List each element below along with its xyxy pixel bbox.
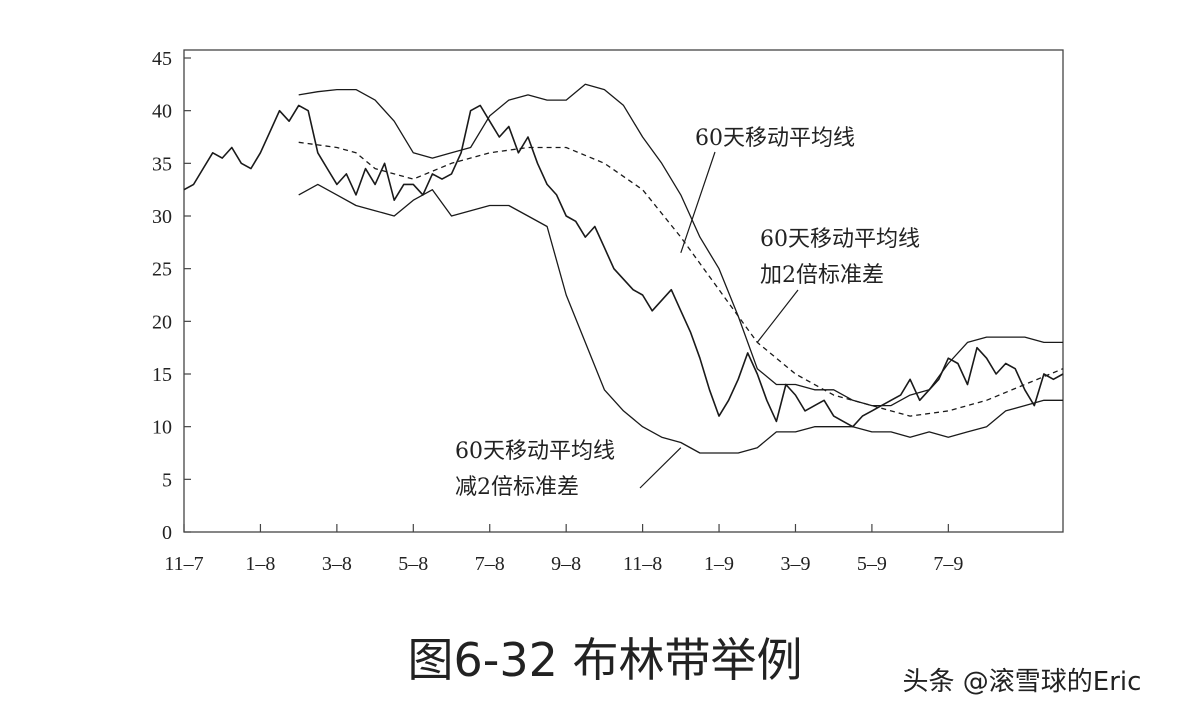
y-tick-label: 40 xyxy=(152,101,172,123)
x-tick-label: 7–8 xyxy=(475,553,505,575)
annotation-text: 60天移动平均线 xyxy=(695,126,855,151)
y-tick-label: 45 xyxy=(152,48,172,70)
x-tick-label: 7–9 xyxy=(933,553,963,575)
x-tick-label: 5–9 xyxy=(857,553,887,575)
price-line xyxy=(183,104,1064,428)
y-tick-label: 20 xyxy=(152,311,172,333)
y-tick-label: 5 xyxy=(162,469,172,491)
y-tick-label: 30 xyxy=(152,206,172,228)
y-tick-label: 0 xyxy=(162,522,172,544)
annotation-text: 加2倍标准差 xyxy=(760,263,884,288)
x-tick-label: 1–8 xyxy=(245,553,275,575)
upper-band-line xyxy=(298,83,1063,407)
chart-axes xyxy=(183,49,1064,533)
annotation-text: 60天移动平均线 xyxy=(455,439,615,464)
figure-caption: 图6-32 布林带举例 xyxy=(407,633,802,687)
annotation-text: 60天移动平均线 xyxy=(760,227,920,252)
chart-series xyxy=(183,83,1064,454)
lower-band-line xyxy=(298,183,1063,454)
annotation-leader-line xyxy=(756,289,799,343)
x-tick-label: 11–7 xyxy=(164,553,203,575)
x-tick-label: 5–8 xyxy=(398,553,428,575)
y-tick-label: 25 xyxy=(152,259,172,281)
y-tick-label: 35 xyxy=(152,153,172,175)
x-tick-label: 11–8 xyxy=(623,553,662,575)
watermark-text: 头条 @滚雪球的Eric xyxy=(903,667,1142,697)
y-axis-ticks: 0 5 10 15 20 25 30 35 40 45 xyxy=(152,48,191,544)
y-tick-label: 10 xyxy=(152,417,172,439)
x-tick-label: 3–9 xyxy=(780,553,810,575)
x-tick-label: 3–8 xyxy=(322,553,352,575)
x-axis-ticks: 11–7 1–8 3–8 5–8 7–8 9–8 11–8 1–9 3–9 5–9 7–9 xyxy=(164,524,963,575)
annotation-moving-average: 60天移动平均线 xyxy=(680,126,855,254)
x-tick-label: 1–9 xyxy=(704,553,734,575)
annotation-text: 减2倍标准差 xyxy=(455,475,579,500)
annotation-leader-line xyxy=(639,447,682,489)
plot-frame xyxy=(183,49,1064,533)
moving-average-line xyxy=(298,141,1064,417)
x-tick-label: 9–8 xyxy=(551,553,581,575)
annotation-leader-line xyxy=(680,151,716,254)
y-tick-label: 15 xyxy=(152,364,172,386)
